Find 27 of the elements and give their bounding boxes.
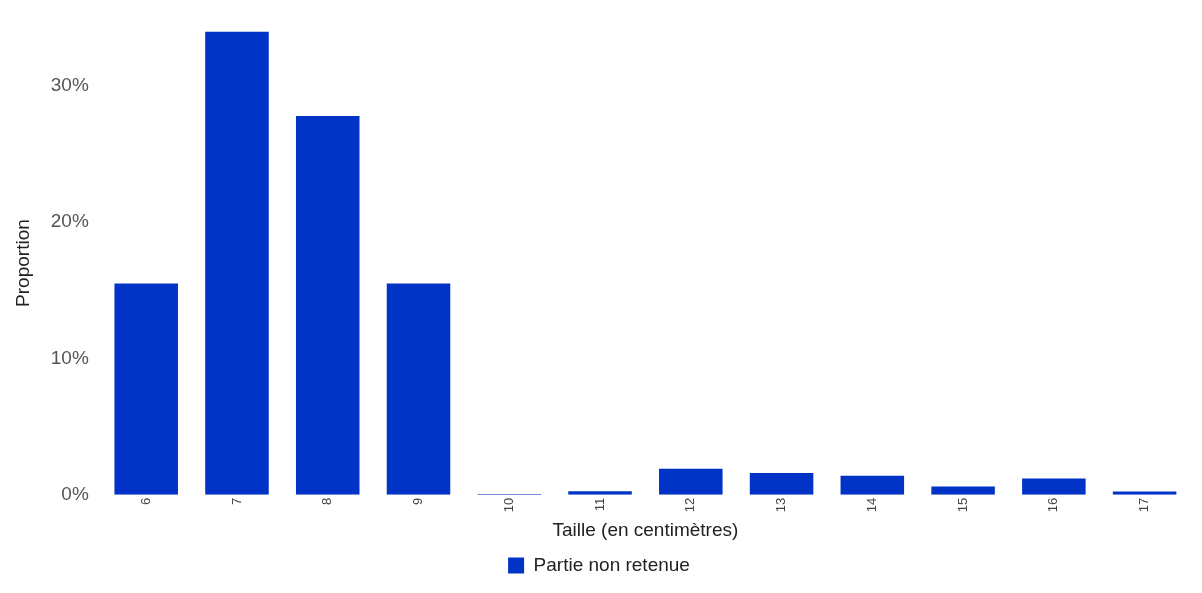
x-tick-label: 11 (591, 497, 607, 512)
x-tick-label: 17 (1136, 497, 1152, 513)
x-tick-label: 15 (954, 497, 970, 513)
x-tick-label: 7 (228, 497, 244, 505)
bar (840, 475, 905, 495)
bar (749, 472, 814, 495)
x-tick-label: 13 (773, 497, 789, 513)
x-axis-title: Taille (en centimètres) (552, 518, 739, 540)
bar (659, 468, 723, 495)
y-tick-label: 30% (50, 74, 89, 96)
y-tick-label: 0% (61, 482, 89, 504)
legend-label: Partie non retenue (533, 553, 690, 575)
bar (205, 31, 269, 495)
bar (1022, 478, 1086, 495)
y-tick-label: 10% (50, 346, 89, 368)
x-tick-label: 9 (410, 497, 426, 505)
x-tick-label: 12 (682, 497, 698, 513)
x-tick-label: 16 (1045, 497, 1061, 513)
bar (386, 283, 451, 495)
y-axis-title: Proportion (11, 219, 33, 307)
x-tick-label: 14 (863, 497, 879, 513)
y-tick-label: 20% (50, 210, 89, 232)
bar (114, 283, 178, 495)
x-tick-label: 6 (137, 497, 153, 505)
bar (295, 115, 360, 495)
x-tick-label: 10 (500, 497, 516, 513)
x-tick-label: 8 (319, 497, 335, 505)
